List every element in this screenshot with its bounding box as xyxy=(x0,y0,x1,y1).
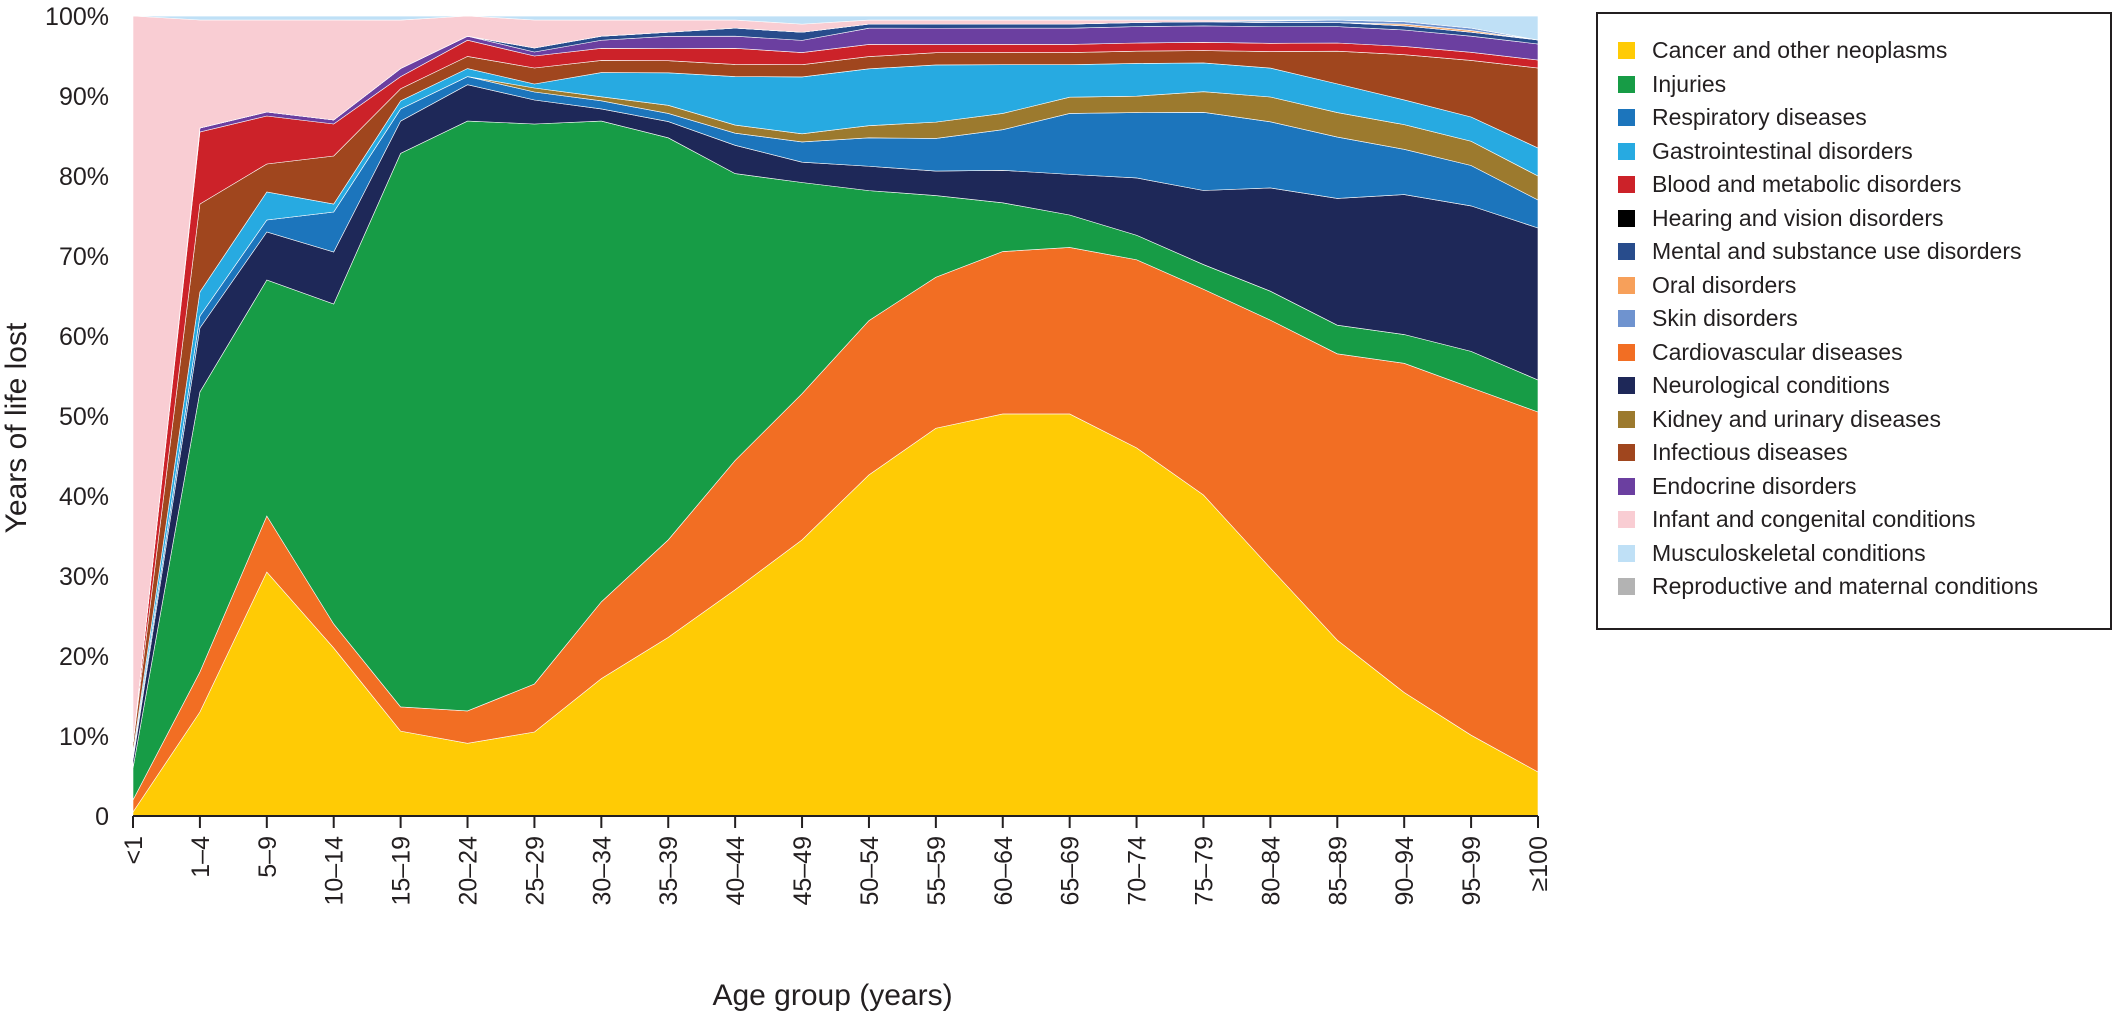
legend-label: Hearing and vision disorders xyxy=(1652,204,1944,231)
legend-label: Skin disorders xyxy=(1652,305,1798,332)
legend-swatch xyxy=(1618,410,1635,428)
legend-label: Infant and congenital conditions xyxy=(1652,506,1976,533)
x-tick-label: 1–4 xyxy=(187,836,215,878)
legend-item: Endocrine disorders xyxy=(1618,470,2110,504)
legend-swatch xyxy=(1618,42,1635,60)
legend-swatch xyxy=(1618,276,1635,294)
legend-label: Blood and metabolic disorders xyxy=(1652,171,1962,198)
x-axis-ticks: <1 1–4 5–9 10–14 15–19 20–24 25–29 30–34 35–39 40… xyxy=(120,816,1553,906)
x-tick-label: <1 xyxy=(120,836,148,865)
legend-label: Cardiovascular diseases xyxy=(1652,338,1903,365)
legend-label: Reproductive and maternal conditions xyxy=(1652,573,2039,600)
legend-label: Endocrine disorders xyxy=(1652,472,1857,499)
y-axis-title: Years of life lost xyxy=(0,322,33,533)
x-tick-label: ≥100 xyxy=(1525,836,1553,891)
legend-swatch xyxy=(1618,477,1635,495)
y-tick-label: 90% xyxy=(59,83,109,111)
legend-swatch xyxy=(1618,109,1635,127)
y-tick-label: 40% xyxy=(59,483,109,511)
legend-swatch xyxy=(1618,176,1635,194)
y-tick-label: 100% xyxy=(45,3,109,31)
legend-item: Injuries xyxy=(1618,68,2110,102)
legend-swatch xyxy=(1618,578,1635,596)
y-axis-ticks: 0 10% 20% 30% 40% 50% 60% 70% 80% 90% 100% xyxy=(45,3,109,831)
legend-swatch xyxy=(1618,444,1635,462)
legend-label: Cancer and other neoplasms xyxy=(1652,37,1948,64)
legend-swatch xyxy=(1618,511,1635,529)
y-tick-label: 20% xyxy=(59,643,109,671)
x-tick-label: 25–29 xyxy=(521,836,549,906)
legend-label: Musculoskeletal conditions xyxy=(1652,539,1926,566)
legend-swatch xyxy=(1618,75,1635,93)
legend-swatch xyxy=(1618,544,1635,562)
x-tick-label: 80–84 xyxy=(1257,836,1285,906)
x-axis-title: Age group (years) xyxy=(712,979,952,1012)
x-tick-label: 90–94 xyxy=(1391,836,1419,906)
legend-label: Oral disorders xyxy=(1652,271,1797,298)
x-tick-label: 55–59 xyxy=(923,836,951,906)
y-tick-label: 50% xyxy=(59,403,109,431)
x-tick-label: 10–14 xyxy=(321,836,349,906)
x-tick-label: 5–9 xyxy=(254,836,282,878)
y-tick-label: 10% xyxy=(59,723,109,751)
legend-item: Infectious diseases xyxy=(1618,436,2110,470)
legend-label: Injuries xyxy=(1652,70,1727,97)
legend-item: Reproductive and maternal conditions xyxy=(1618,570,2110,604)
legend-label: Kidney and urinary diseases xyxy=(1652,405,1941,432)
legend-swatch xyxy=(1618,310,1635,328)
legend-item: Neurological conditions xyxy=(1618,369,2110,403)
legend-label: Mental and substance use disorders xyxy=(1652,238,2022,265)
legend-item: Infant and congenital conditions xyxy=(1618,503,2110,537)
legend-item: Gastrointestinal disorders xyxy=(1618,135,2110,169)
y-tick-label: 70% xyxy=(59,243,109,271)
legend-label: Gastrointestinal disorders xyxy=(1652,137,1913,164)
legend-swatch xyxy=(1618,343,1635,361)
x-tick-label: 45–49 xyxy=(789,836,817,906)
legend-item: Musculoskeletal conditions xyxy=(1618,537,2110,571)
legend-swatch xyxy=(1618,142,1635,160)
x-tick-label: 20–24 xyxy=(455,836,483,906)
legend-swatch xyxy=(1618,377,1635,395)
x-tick-label: 50–54 xyxy=(856,836,884,906)
legend-item: Skin disorders xyxy=(1618,302,2110,336)
legend-item: Respiratory diseases xyxy=(1618,101,2110,135)
y-tick-label: 60% xyxy=(59,323,109,351)
legend-label: Neurological conditions xyxy=(1652,372,1890,399)
legend: Cancer and other neoplasms Injuries Respir… xyxy=(1596,12,2112,630)
legend-item: Cancer and other neoplasms xyxy=(1618,34,2110,68)
y-tick-label: 30% xyxy=(59,563,109,591)
x-tick-label: 15–19 xyxy=(388,836,416,906)
legend-label: Respiratory diseases xyxy=(1652,104,1867,131)
legend-item: Hearing and vision disorders xyxy=(1618,202,2110,236)
area-layers xyxy=(132,15,1539,817)
legend-item: Blood and metabolic disorders xyxy=(1618,168,2110,202)
y-tick-label: 80% xyxy=(59,163,109,191)
legend-label: Infectious diseases xyxy=(1652,439,1848,466)
legend-item: Oral disorders xyxy=(1618,269,2110,303)
legend-item: Kidney and urinary diseases xyxy=(1618,403,2110,437)
x-tick-label: 70–74 xyxy=(1124,836,1152,906)
y-tick-label: 0 xyxy=(95,803,109,831)
x-tick-label: 95–99 xyxy=(1458,836,1486,906)
legend-item: Cardiovascular diseases xyxy=(1618,336,2110,370)
x-tick-label: 40–44 xyxy=(722,836,750,906)
legend-swatch xyxy=(1618,243,1635,261)
x-tick-label: 75–79 xyxy=(1190,836,1218,906)
x-tick-label: 35–39 xyxy=(655,836,683,906)
x-tick-label: 85–89 xyxy=(1324,836,1352,906)
x-tick-label: 30–34 xyxy=(588,836,616,906)
legend-item: Mental and substance use disorders xyxy=(1618,235,2110,269)
x-tick-label: 60–64 xyxy=(990,836,1018,906)
x-tick-label: 65–69 xyxy=(1057,836,1085,906)
legend-swatch xyxy=(1618,209,1635,227)
